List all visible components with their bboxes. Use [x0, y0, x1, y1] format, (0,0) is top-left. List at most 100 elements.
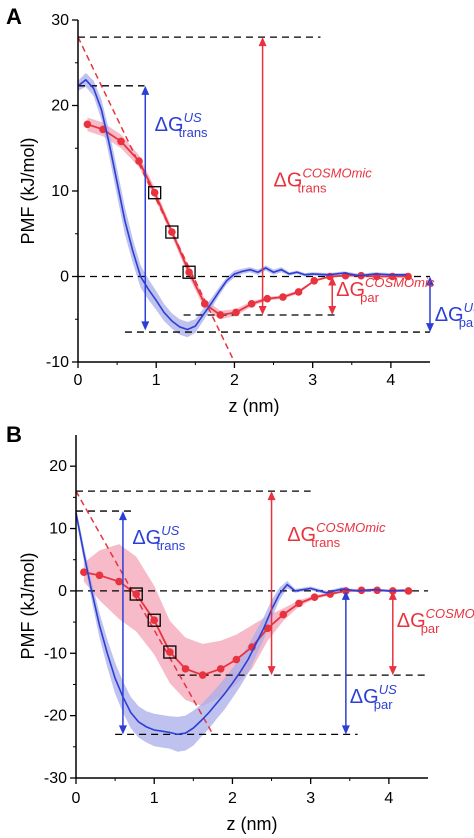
- cosmomic-point: [279, 293, 287, 301]
- cosmomic-point: [279, 610, 288, 619]
- cosmomic-point: [185, 268, 193, 277]
- us_trans-arrowhead-top: [141, 85, 150, 95]
- panel-letter: B: [6, 422, 22, 447]
- us_trans-arrowhead-bottom: [118, 725, 127, 735]
- us_trans-label-sub: trans: [179, 125, 208, 140]
- fit-point-box: [129, 587, 143, 601]
- cosmomic-point: [95, 571, 104, 580]
- cosmomic-point: [166, 648, 174, 656]
- us_par-label: ΔGUS: [350, 682, 397, 708]
- cosmo_trans-label-sub: trans: [298, 181, 327, 196]
- cosmomic-point: [263, 624, 272, 633]
- us-line: [75, 512, 405, 736]
- panel-a: AΔGUStransΔGCOSMOmictransΔGCOSMOmicparΔG…: [6, 4, 474, 416]
- cosmomic-point: [198, 671, 207, 679]
- cosmo_trans-label: ΔGCOSMOmic: [274, 166, 373, 192]
- cosmomic-point: [168, 228, 176, 236]
- linear-fit-line: [75, 490, 214, 735]
- y-tick-label: 10: [51, 183, 69, 200]
- us_trans-label: ΔGUS: [155, 110, 202, 136]
- cosmomic-point: [132, 590, 141, 598]
- us_trans-arrowhead-bottom: [141, 321, 150, 331]
- x-tick-label: 3: [308, 372, 317, 389]
- y-tick-label: 10: [49, 521, 67, 538]
- y-axis-title: PMF (kJ/mol): [18, 138, 38, 245]
- y-tick-label: 20: [49, 458, 67, 475]
- cosmo_trans-label-sub: trans: [311, 535, 340, 550]
- cosmomic-point: [200, 300, 209, 308]
- us-band: [76, 507, 405, 752]
- cosmo_par-arrowhead-bottom: [328, 305, 337, 315]
- cosmo_par-arrowhead-top: [388, 590, 397, 600]
- x-tick-label: 4: [384, 790, 393, 807]
- cosmo_par-label: ΔGCOSMOmic: [336, 275, 435, 301]
- us_trans-label-sub: trans: [156, 538, 185, 553]
- cosmomic-point: [150, 188, 159, 197]
- x-tick-label: 0: [72, 790, 81, 807]
- cosmomic-band: [83, 544, 409, 707]
- us_par-label-sub: par: [459, 315, 474, 330]
- y-axis-title: PMF (kJ/mol): [18, 553, 38, 660]
- cosmomic-point: [150, 616, 159, 625]
- y-tick-label: -10: [46, 354, 69, 371]
- cosmomic-point: [310, 593, 319, 601]
- us_par-label-sub: par: [374, 697, 393, 712]
- us_par-arrowhead-top: [426, 276, 434, 286]
- fit-point-box: [163, 645, 177, 659]
- x-tick-label: 4: [386, 372, 395, 389]
- x-tick-label: 3: [306, 790, 315, 807]
- us_par-arrowhead-bottom: [341, 725, 350, 735]
- cosmomic-point: [216, 311, 225, 319]
- fit-point-box: [182, 265, 196, 279]
- fit-point-box: [148, 186, 162, 200]
- cosmomic-point: [263, 294, 272, 303]
- x-tick-label: 2: [230, 372, 239, 389]
- fit-point-box: [147, 613, 161, 627]
- y-tick-label: 0: [60, 269, 69, 286]
- x-axis-title: z (nm): [227, 814, 278, 834]
- cosmo_par-arrowhead-bottom: [388, 666, 397, 676]
- cosmo_trans-arrowhead-bottom: [258, 305, 267, 315]
- us_trans-arrowhead-top: [118, 511, 127, 521]
- cosmo_trans-label: ΔGCOSMOmic: [287, 520, 386, 546]
- x-axis-title: z (nm): [229, 396, 280, 416]
- cosmomic-point: [80, 568, 88, 576]
- y-tick-label: 20: [51, 98, 69, 115]
- cosmo_par-label: ΔGCOSMOmic: [397, 606, 474, 632]
- linear-fit-line: [77, 36, 236, 363]
- cosmomic-band: [87, 117, 409, 320]
- cosmo_par-arrowhead-top: [328, 276, 337, 286]
- panel-b: BΔGUStransΔGCOSMOmictransΔGCOSMOmicparΔG…: [6, 422, 474, 834]
- cosmomic-point: [404, 587, 413, 595]
- cosmomic-point: [216, 665, 225, 673]
- y-tick-label: -30: [44, 770, 67, 787]
- cosmomic-point: [295, 599, 303, 608]
- cosmomic-point: [294, 288, 303, 296]
- cosmomic-point: [232, 308, 240, 317]
- y-tick-label: 30: [51, 12, 69, 29]
- y-tick-label: 0: [58, 583, 67, 600]
- cosmomic-point: [115, 577, 123, 586]
- cosmomic-point: [247, 300, 256, 308]
- x-tick-label: 1: [150, 790, 159, 807]
- x-tick-label: 1: [152, 372, 161, 389]
- cosmomic-point: [181, 665, 190, 673]
- us_par-label: ΔGUS: [435, 300, 474, 326]
- cosmomic-point: [117, 137, 125, 146]
- us_par-arrowhead-top: [341, 590, 350, 600]
- cosmomic-point: [310, 276, 319, 285]
- cosmomic-point: [232, 655, 241, 664]
- panel-letter: A: [6, 4, 22, 29]
- cosmo_par-label-sub: par: [360, 290, 379, 305]
- y-tick-label: -20: [44, 708, 67, 725]
- cosmomic-point: [83, 120, 92, 129]
- x-tick-label: 0: [74, 372, 83, 389]
- cosmo_trans-arrowhead-bottom: [267, 666, 276, 676]
- y-tick-label: -10: [44, 645, 67, 662]
- fit-point-box: [165, 225, 179, 239]
- cosmomic-point: [135, 157, 143, 165]
- us_trans-label: ΔGUS: [132, 523, 179, 549]
- x-tick-label: 2: [228, 790, 237, 807]
- us_par-arrowhead-bottom: [426, 323, 434, 333]
